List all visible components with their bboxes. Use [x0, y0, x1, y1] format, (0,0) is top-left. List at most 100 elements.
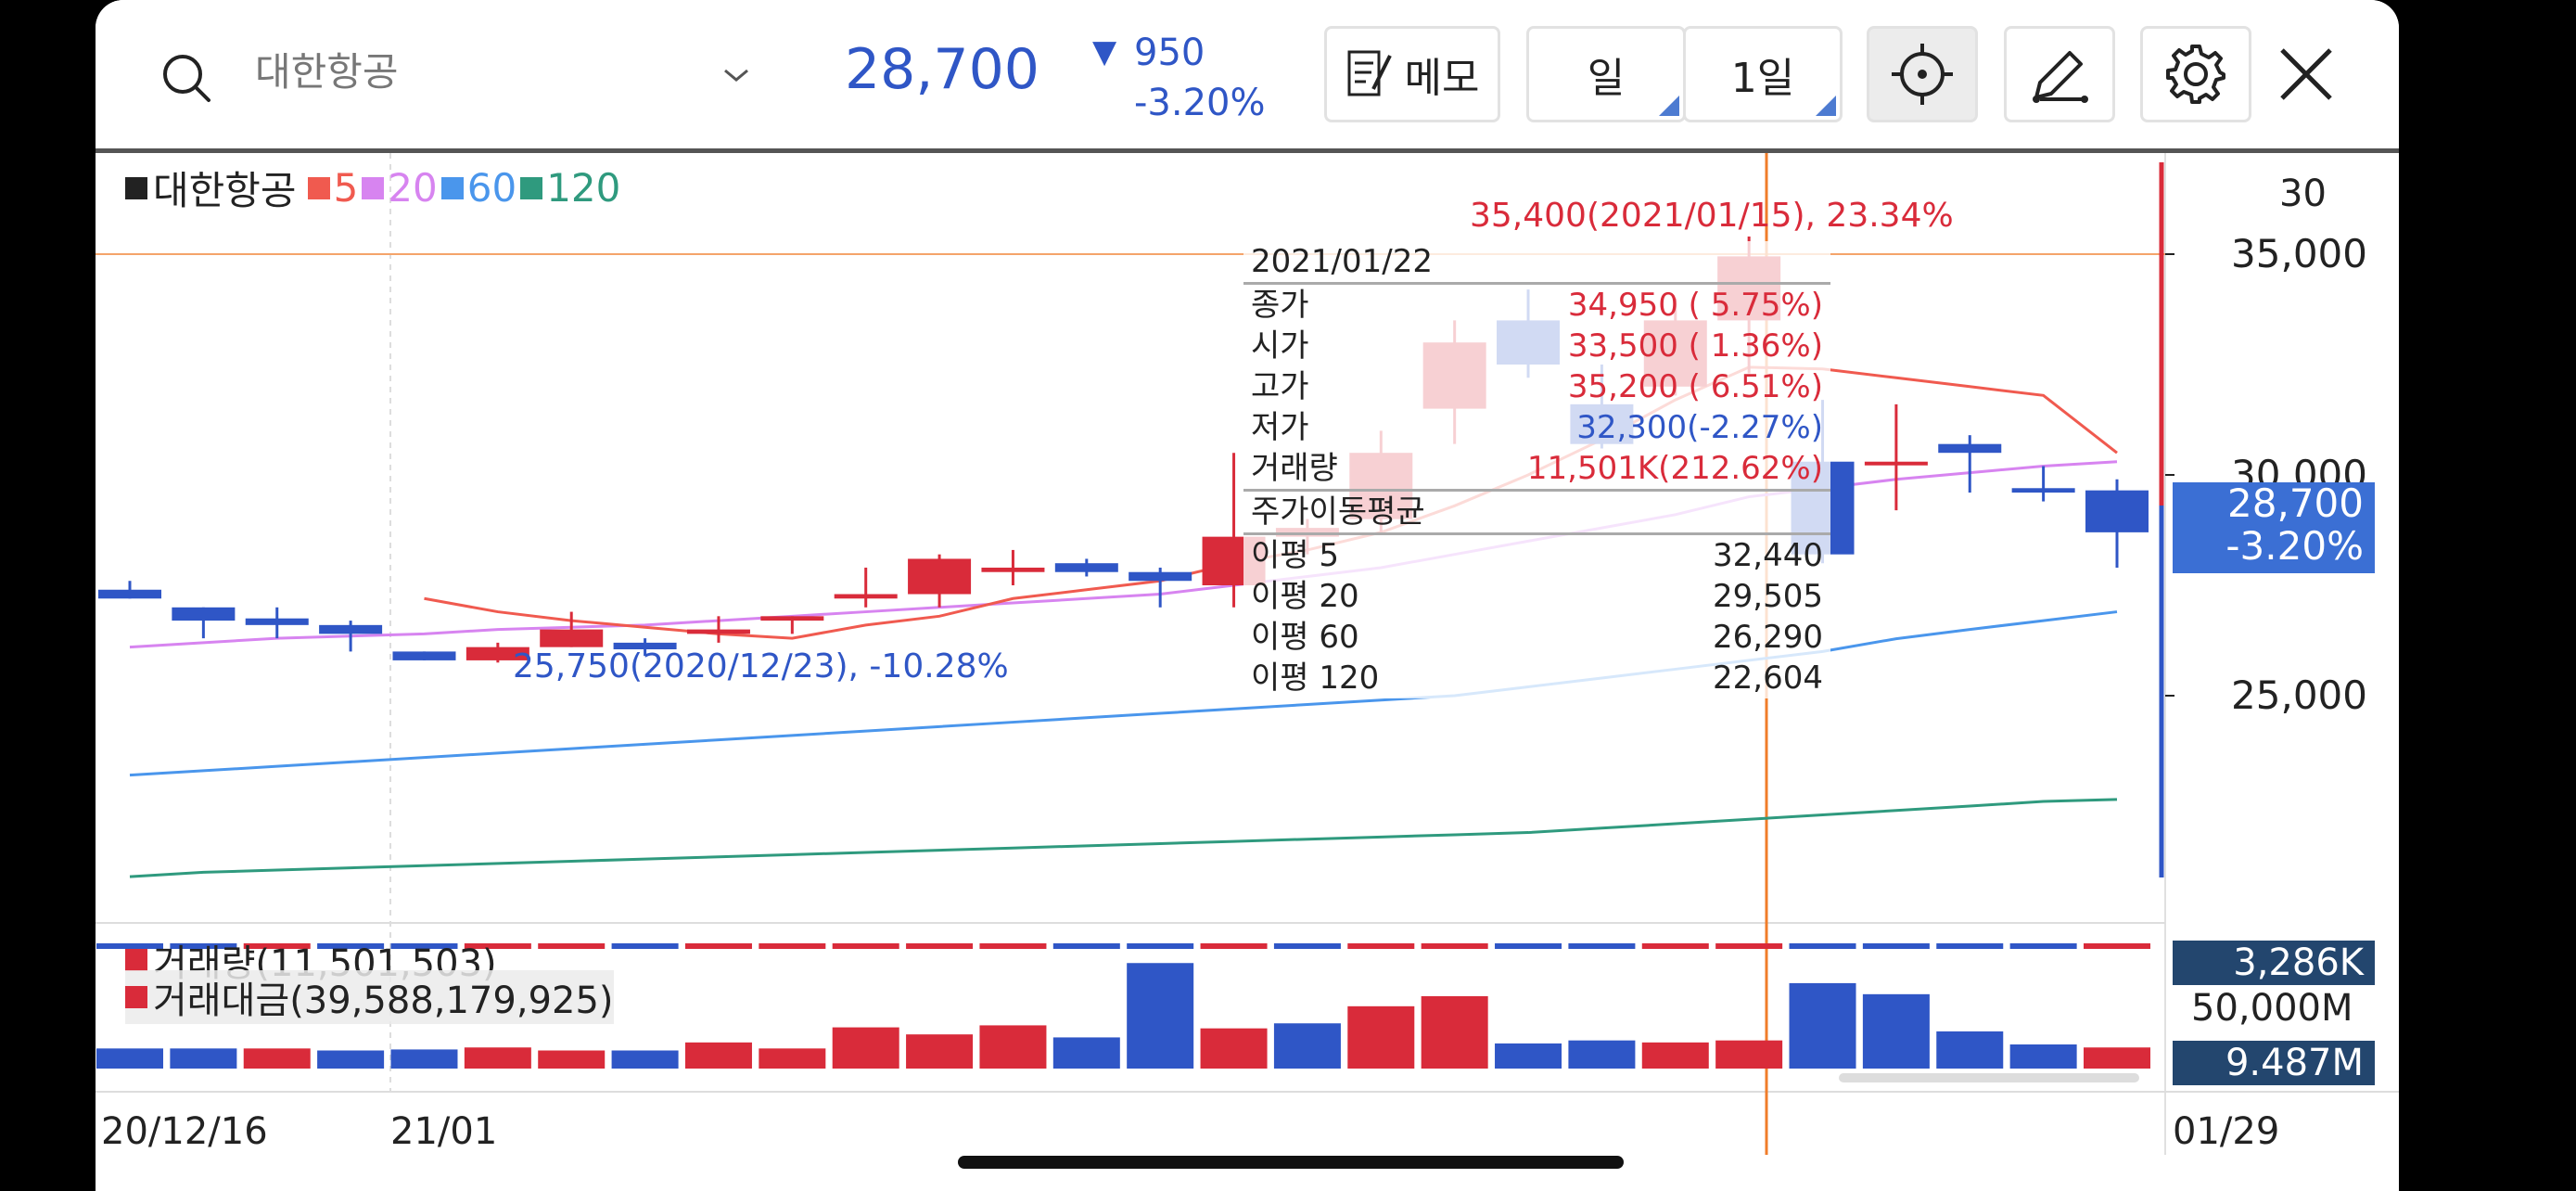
period-button[interactable]: 일: [1526, 26, 1686, 122]
period-label: 일: [1587, 55, 1626, 102]
volume-bar: [1347, 1005, 1415, 1069]
badge-price: 28,700: [2227, 480, 2364, 526]
close-icon[interactable]: [2278, 46, 2334, 102]
memo-button[interactable]: 메모: [1324, 26, 1500, 122]
dropdown-corner-icon: [1659, 96, 1679, 116]
candle-body: [98, 589, 161, 599]
volume-bar: [1568, 1040, 1636, 1069]
candle-body: [686, 629, 750, 634]
horizontal-scrollbar: [1839, 1073, 2139, 1082]
high-annotation: 35,400(2021/01/15), 23.34%: [1470, 197, 1954, 235]
value-label-row: 거래대금(39,588,179,925): [125, 970, 614, 1024]
volume-strip: [759, 943, 826, 949]
candle-body: [1938, 443, 2002, 454]
volume-swatch: [125, 949, 147, 971]
tooltip-row-value: 33,500 ( 1.36%): [1567, 327, 1823, 365]
legend-swatch-ma20: [362, 176, 385, 199]
axis-area: [2165, 153, 2399, 1155]
volume-bar: [2084, 1047, 2150, 1069]
volume-bar: [317, 1050, 385, 1069]
memo-label: 메모: [1404, 55, 1480, 102]
volume-strip: [1347, 943, 1415, 949]
value-swatch: [125, 986, 147, 1008]
volume-bar: [1936, 1031, 2004, 1069]
tooltip-row-value: 22,604: [1713, 660, 1823, 697]
draw-button[interactable]: [2004, 26, 2115, 122]
volume-bar: [1715, 1040, 1783, 1069]
tooltip-row-label: 종가: [1251, 287, 1309, 324]
candle-body: [540, 629, 604, 647]
volume-strip: [1789, 943, 1856, 949]
current-price-badge: 28,700 -3.20%: [2173, 482, 2375, 573]
down-arrow-icon: ▼: [1092, 33, 1117, 70]
tooltip-row-label: 이평 5: [1251, 537, 1339, 574]
tooltip-row-value: 29,505: [1713, 578, 1823, 615]
tooltip-row-label: 시가: [1251, 327, 1309, 365]
candle-body: [245, 618, 309, 625]
tooltip-row: 거래량 11,501K(212.62%): [1243, 448, 1830, 489]
volume-strip: [906, 943, 974, 949]
volume-bar: [1127, 963, 1194, 1069]
volume-bar: [1273, 1023, 1341, 1069]
home-indicator: [958, 1156, 1624, 1169]
volume-strip: [1127, 943, 1194, 949]
volume-bar: [1421, 996, 1488, 1069]
x-tick-label: 21/01: [390, 1110, 497, 1153]
tooltip-row: 종가 34,950 ( 5.75%): [1243, 285, 1830, 326]
volume-badge: 3,286K: [2173, 941, 2375, 985]
volume-strip: [1052, 943, 1120, 949]
crosshair-icon: [1892, 44, 1953, 105]
volume-strip: [464, 943, 531, 949]
volume-strip: [96, 943, 163, 949]
tooltip-ma-title: 주가이동평균: [1243, 489, 1830, 535]
crosshair-button[interactable]: [1867, 26, 1978, 122]
volume-strip: [1936, 943, 2004, 949]
tooltip-row-value: 32,300(-2.27%): [1576, 409, 1823, 446]
search-icon[interactable]: [160, 52, 212, 104]
volume-strip: [1862, 943, 1930, 949]
volume-badge-value: 3,286K: [2233, 941, 2364, 984]
volume-strip: [1641, 943, 1709, 949]
volume-bar: [96, 1048, 163, 1069]
volume-bar: [906, 1034, 974, 1069]
value-badge-value: 9.487M: [2225, 1042, 2364, 1084]
interval-label: 1일: [1730, 55, 1795, 102]
volume-strip: [1200, 943, 1268, 949]
volume-strip: [2084, 943, 2150, 949]
y-tick-label: 25,000: [2231, 672, 2367, 718]
volume-strip: [390, 943, 458, 949]
settings-button[interactable]: [2140, 26, 2251, 122]
legend-swatch: [125, 176, 147, 199]
candle-body: [908, 558, 972, 595]
volume-bar: [390, 1049, 458, 1069]
tooltip-row-label: 거래량: [1251, 450, 1338, 487]
volume-strip: [317, 943, 385, 949]
current-price: 28,700: [845, 37, 1039, 102]
candle-body: [2085, 490, 2149, 532]
chevron-down-icon[interactable]: [722, 67, 750, 85]
interval-button[interactable]: 1일: [1683, 26, 1843, 122]
candle-body: [760, 616, 824, 621]
volume-strip: [832, 943, 899, 949]
tooltip-row: 고가 35,200 ( 6.51%): [1243, 366, 1830, 407]
candle-body: [319, 624, 383, 634]
volume-bar: [243, 1048, 311, 1069]
tooltip-row: 이평 60 26,290: [1243, 617, 1830, 658]
legend-swatch-ma120: [520, 176, 543, 199]
candle-body: [172, 607, 236, 621]
volume-bar: [1200, 1028, 1268, 1069]
legend-ma-20: 20: [388, 165, 438, 211]
tooltip-row: 이평 120 22,604: [1243, 658, 1830, 698]
volume-bar: [832, 1027, 899, 1069]
volume-bar: [611, 1050, 679, 1069]
volume-strip: [1495, 943, 1562, 949]
volume-strip: [1568, 943, 1636, 949]
volume-strip: [979, 943, 1047, 949]
tooltip-row: 이평 5 32,440: [1243, 535, 1830, 576]
volume-bar: [1789, 982, 1856, 1069]
stock-name-input[interactable]: 대한항공: [255, 49, 399, 95]
x-tick-label: 20/12/16: [101, 1110, 268, 1153]
volume-bar: [170, 1048, 237, 1069]
volume-strip: [1715, 943, 1783, 949]
candle-body: [465, 647, 529, 660]
